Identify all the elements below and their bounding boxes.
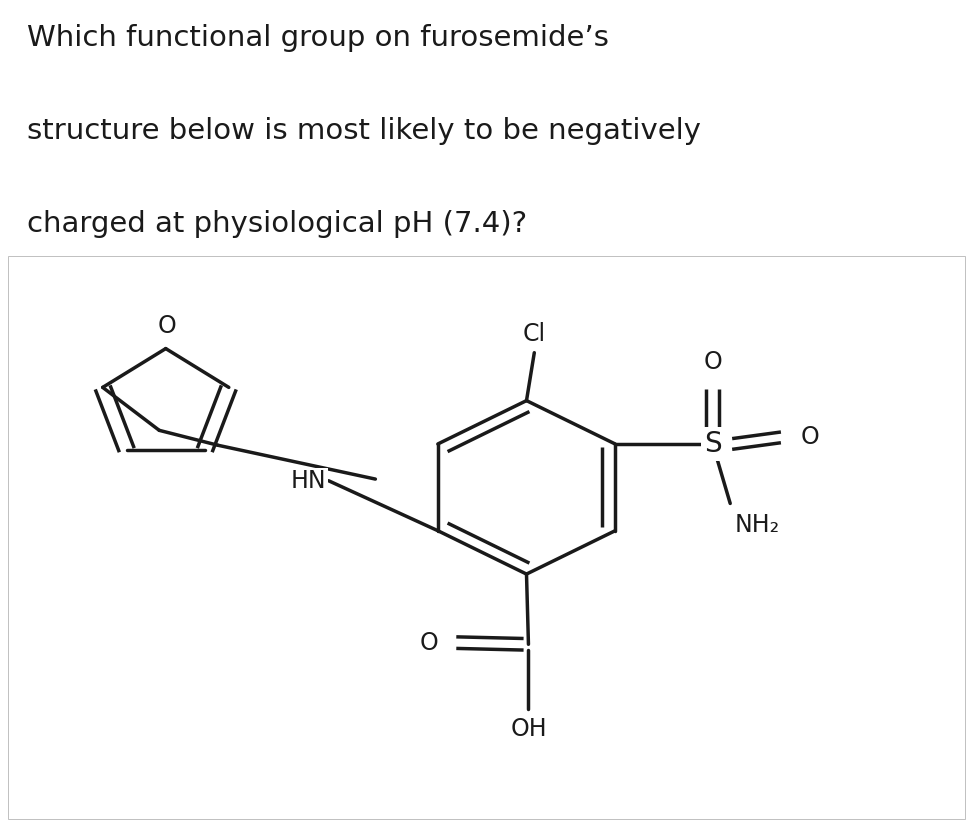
Text: Which functional group on furosemide’s: Which functional group on furosemide’s (27, 25, 609, 52)
Text: O: O (157, 314, 176, 338)
Text: S: S (704, 430, 722, 458)
Text: HN: HN (291, 468, 327, 493)
Text: NH₂: NH₂ (735, 514, 780, 538)
Text: Cl: Cl (523, 322, 546, 346)
Text: charged at physiological pH (7.4)?: charged at physiological pH (7.4)? (27, 210, 527, 238)
Text: O: O (703, 349, 722, 374)
FancyBboxPatch shape (8, 256, 965, 819)
Text: OH: OH (510, 717, 547, 741)
Text: structure below is most likely to be negatively: structure below is most likely to be neg… (27, 117, 701, 145)
Text: O: O (420, 630, 439, 655)
Text: O: O (800, 425, 819, 449)
